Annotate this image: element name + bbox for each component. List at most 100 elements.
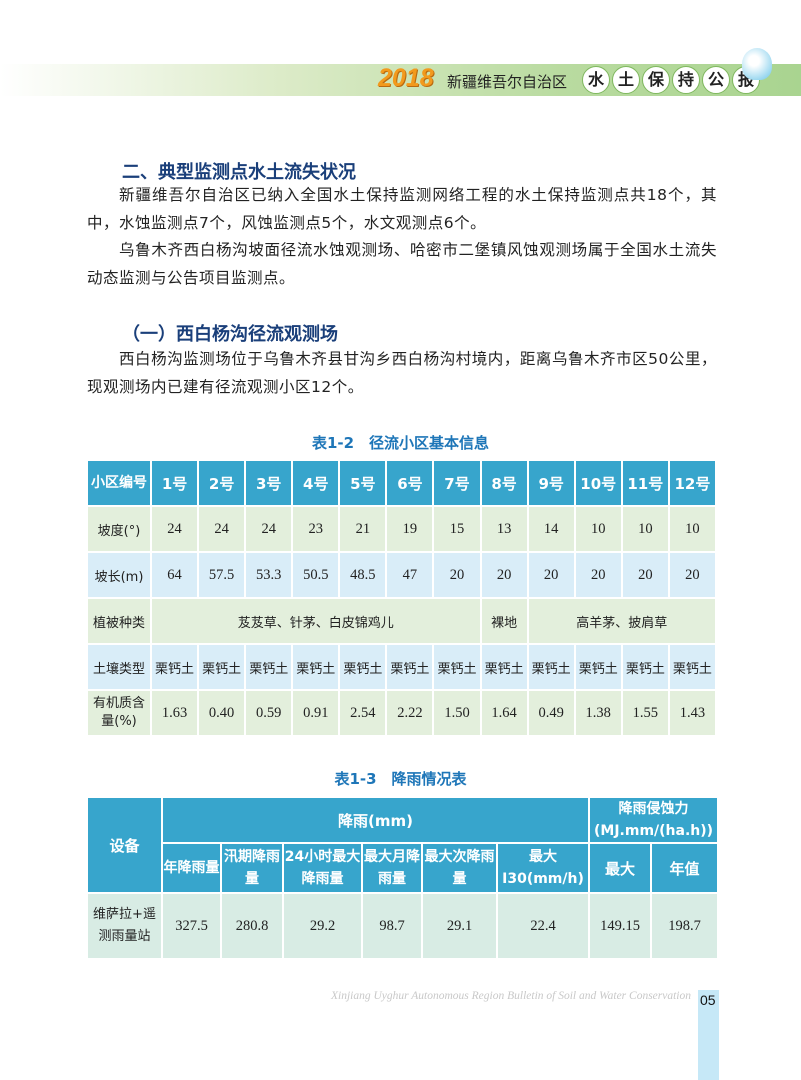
cell: 0.49 <box>526 689 576 737</box>
header-region: 新疆维吾尔自治区 <box>447 73 568 91</box>
cell: 栗钙土 <box>197 643 247 691</box>
water-drop-logo-icon <box>742 48 772 80</box>
cell: 1.38 <box>573 689 623 737</box>
cell: 24 <box>244 505 294 553</box>
cell: 14 <box>526 505 576 553</box>
paragraph: 新疆维吾尔自治区已纳入全国水土保持监测网络工程的水土保持监测点共18个，其中，水… <box>87 186 717 232</box>
cell: 198.7 <box>650 892 720 960</box>
cell: 高羊茅、披肩草 <box>526 597 718 645</box>
cell: 2.22 <box>385 689 435 737</box>
table-row: 坡长(m) 64 57.5 53.3 50.5 48.5 47 20 20 20… <box>86 551 718 599</box>
header-title-char: 持 <box>672 66 700 94</box>
paragraph: 西白杨沟监测场位于乌鲁木齐县甘沟乡西白杨沟村境内，距离乌鲁木齐市区50公里，现观… <box>87 350 717 396</box>
cell: 20 <box>479 551 529 599</box>
cell: 2.54 <box>338 689 388 737</box>
subsection-heading: （一）西白杨沟径流观测场 <box>122 324 338 345</box>
cell: 20 <box>526 551 576 599</box>
header-cell: 最大次降雨量 <box>421 842 498 894</box>
cell: 21 <box>338 505 388 553</box>
table-1-3-caption: 表1-3 降雨情况表 <box>334 770 467 788</box>
header-title: 水 土 保 持 公 报 <box>582 66 760 94</box>
header-cell: 汛期降雨量 <box>220 842 284 894</box>
cell: 15 <box>432 505 482 553</box>
header-cell: 小区编号 <box>86 459 152 507</box>
table-header-row: 小区编号 1号 2号 3号 4号 5号 6号 7号 8号 9号 10号 11号 … <box>86 459 718 507</box>
cell: 53.3 <box>244 551 294 599</box>
cell: 20 <box>620 551 670 599</box>
footer-bar <box>698 990 719 1080</box>
header-title-char: 水 <box>582 66 610 94</box>
header-cell: 5号 <box>338 459 388 507</box>
header-cell: 设备 <box>86 796 163 894</box>
cell: 24 <box>149 505 200 553</box>
cell: 20 <box>667 551 718 599</box>
table-row: 有机质含量(%) 1.63 0.40 0.59 0.91 2.54 2.22 1… <box>86 689 718 737</box>
page-number: 05 <box>700 992 716 1008</box>
header-cell: 10号 <box>573 459 623 507</box>
table-row: 植被种类 芨芨草、针茅、白皮锦鸡儿 裸地 高羊茅、披肩草 <box>86 597 718 645</box>
header-cell: 年值 <box>650 842 720 894</box>
cell: 50.5 <box>291 551 341 599</box>
header-cell: 6号 <box>385 459 435 507</box>
table-row: 土壤类型 栗钙土 栗钙土 栗钙土 栗钙土 栗钙土 栗钙土 栗钙土 栗钙土 栗钙土… <box>86 643 718 691</box>
cell: 栗钙土 <box>244 643 294 691</box>
cell: 20 <box>573 551 623 599</box>
cell: 0.59 <box>244 689 294 737</box>
header-cell: 1号 <box>149 459 200 507</box>
cell: 23 <box>291 505 341 553</box>
cell: 13 <box>479 505 529 553</box>
header-year: 2018 <box>378 64 434 92</box>
cell: 1.43 <box>667 689 718 737</box>
cell: 裸地 <box>479 597 529 645</box>
header-cell: 8号 <box>479 459 529 507</box>
cell: 327.5 <box>161 892 222 960</box>
cell: 栗钙土 <box>291 643 341 691</box>
cell: 栗钙土 <box>432 643 482 691</box>
cell: 29.2 <box>282 892 363 960</box>
cell: 1.55 <box>620 689 670 737</box>
cell: 栗钙土 <box>620 643 670 691</box>
table-1-3: 设备 降雨(mm) 降雨侵蚀力(MJ.mm/(ha.h)) 年降雨量 汛期降雨量… <box>86 796 720 960</box>
cell: 栗钙土 <box>479 643 529 691</box>
cell: 1.50 <box>432 689 482 737</box>
cell: 20 <box>432 551 482 599</box>
cell: 48.5 <box>338 551 388 599</box>
cell: 149.15 <box>588 892 653 960</box>
header-cell: 3号 <box>244 459 294 507</box>
cell: 24 <box>197 505 247 553</box>
cell: 64 <box>149 551 200 599</box>
cell: 29.1 <box>421 892 498 960</box>
header-cell: 9号 <box>526 459 576 507</box>
header-title-char: 保 <box>642 66 670 94</box>
cell: 0.91 <box>291 689 341 737</box>
row-label: 土壤类型 <box>86 643 152 691</box>
paragraph: 乌鲁木齐西白杨沟坡面径流水蚀观测场、哈密市二堡镇风蚀观测场属于全国水土流失动态监… <box>87 241 717 287</box>
table-1-2-caption: 表1-2 径流小区基本信息 <box>311 434 490 452</box>
header-title-char: 公 <box>702 66 730 94</box>
cell: 19 <box>385 505 435 553</box>
cell: 98.7 <box>361 892 423 960</box>
header-cell: 12号 <box>667 459 718 507</box>
cell: 10 <box>667 505 718 553</box>
cell: 栗钙土 <box>385 643 435 691</box>
cell: 栗钙土 <box>338 643 388 691</box>
table-header-row: 年降雨量 汛期降雨量 24小时最大降雨量 最大月降雨量 最大次降雨量 最大I30… <box>87 842 720 894</box>
header-cell: 最大 <box>588 842 653 894</box>
cell: 1.64 <box>479 689 529 737</box>
cell: 10 <box>573 505 623 553</box>
cell: 0.40 <box>197 689 247 737</box>
cell: 栗钙土 <box>149 643 200 691</box>
cell: 57.5 <box>197 551 247 599</box>
table-1-2: 小区编号 1号 2号 3号 4号 5号 6号 7号 8号 9号 10号 11号 … <box>86 459 718 737</box>
footer-text: Xinjiang Uyghur Autonomous Region Bullet… <box>331 990 691 1002</box>
row-label: 有机质含量(%) <box>86 689 152 737</box>
table-row: 维萨拉+遥测雨量站 327.5 280.8 29.2 98.7 29.1 22.… <box>86 892 720 960</box>
cell: 芨芨草、针茅、白皮锦鸡儿 <box>150 597 482 645</box>
cell: 栗钙土 <box>526 643 576 691</box>
header-cell: 2号 <box>197 459 247 507</box>
table-row: 坡度(°) 24 24 24 23 21 19 15 13 14 10 10 1… <box>86 505 718 553</box>
header-cell: 4号 <box>291 459 341 507</box>
row-label: 维萨拉+遥测雨量站 <box>86 892 163 960</box>
table-header-row: 设备 降雨(mm) 降雨侵蚀力(MJ.mm/(ha.h)) <box>86 796 720 894</box>
cell: 280.8 <box>220 892 284 960</box>
